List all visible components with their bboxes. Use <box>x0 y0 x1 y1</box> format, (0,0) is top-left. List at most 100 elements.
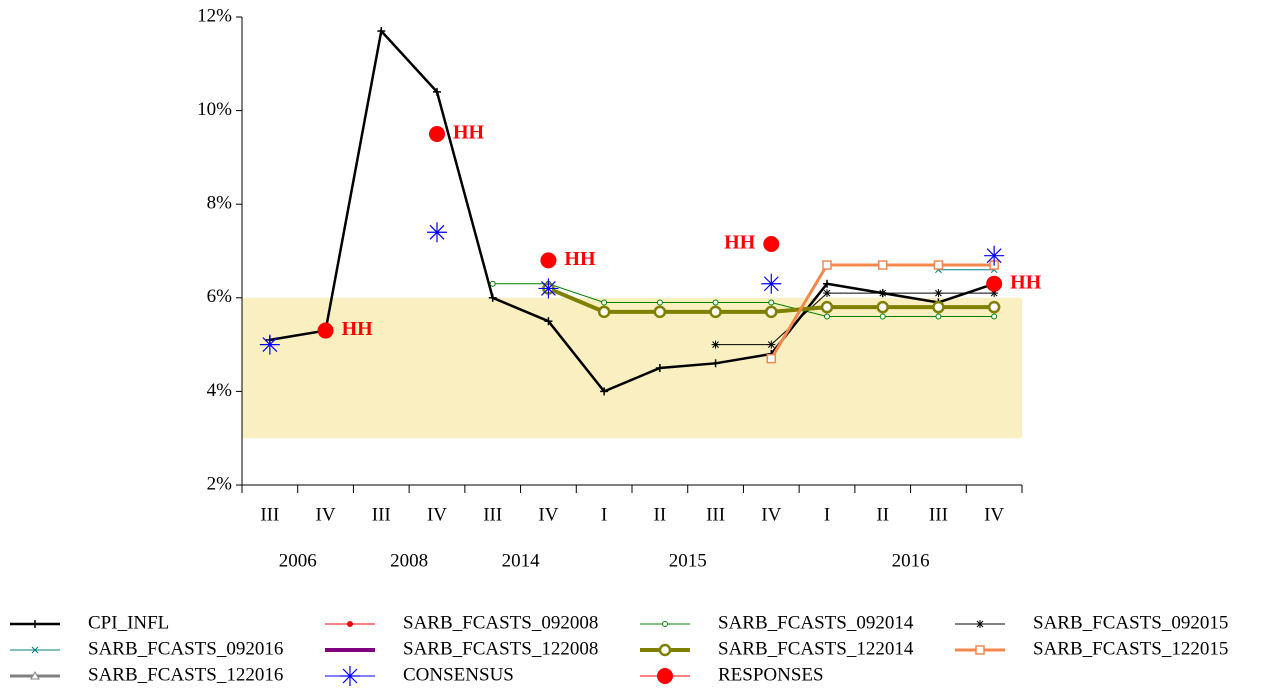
marker <box>712 299 719 306</box>
x-tick-label: III <box>706 504 725 525</box>
legend-item: SARB_FCASTS_092014 <box>640 612 914 633</box>
y-tick-label: 8% <box>207 193 233 214</box>
marker-dot <box>991 313 998 320</box>
marker-stroke <box>763 276 779 292</box>
legend-label: SARB_FCASTS_122016 <box>88 664 283 685</box>
marker <box>662 621 668 627</box>
marker <box>259 334 280 355</box>
marker-dot <box>932 300 945 314</box>
legend-item: SARB_FCASTS_122014 <box>640 638 914 659</box>
marker <box>768 299 775 306</box>
marker <box>488 293 497 302</box>
x-tick-label: IV <box>427 504 447 525</box>
x-tick-label: IV <box>316 504 336 525</box>
marker <box>767 340 776 349</box>
marker-dot <box>653 305 667 319</box>
legend-label: SARB_FCASTS_092016 <box>88 638 283 659</box>
marker-dot <box>935 313 942 320</box>
marker <box>597 305 611 319</box>
legend-item: SARB_FCASTS_122015 <box>955 638 1228 659</box>
x-tick-label: III <box>372 504 391 525</box>
marker-stroke <box>879 289 887 297</box>
legend-item: CONSENSUS <box>325 664 514 686</box>
marker <box>377 27 386 36</box>
marker-dot <box>540 252 557 269</box>
legend-item: SARB_FCASTS_092015 <box>955 612 1228 633</box>
y-tick-label: 12% <box>197 5 232 26</box>
marker-dot <box>709 305 722 319</box>
legend-item: SARB_FCASTS_122016 <box>10 664 283 685</box>
marker <box>655 364 664 372</box>
marker-stroke <box>31 646 39 654</box>
marker <box>933 260 944 270</box>
marker <box>600 387 609 396</box>
marker <box>601 299 608 306</box>
marker <box>656 299 663 306</box>
x-tick-label: IV <box>761 504 781 525</box>
legend-label: SARB_FCASTS_092008 <box>403 612 598 633</box>
marker-square <box>766 353 777 364</box>
marker-dot <box>986 275 1003 292</box>
y-tick-label: 6% <box>207 286 233 307</box>
marker <box>653 305 667 319</box>
legend-item: CPI_INFL <box>10 612 169 633</box>
marker-triangle <box>30 670 40 680</box>
marker-dot <box>879 313 886 320</box>
y-tick-label: 2% <box>207 473 233 494</box>
marker-dot <box>824 313 830 320</box>
marker <box>711 359 720 368</box>
marker <box>986 275 1003 292</box>
marker <box>538 278 559 299</box>
marker-stroke <box>262 337 278 353</box>
target-band <box>242 297 1022 439</box>
marker-dot <box>657 668 673 684</box>
marker <box>317 322 334 339</box>
marker <box>991 313 998 320</box>
marker <box>934 289 943 298</box>
marker <box>765 305 778 319</box>
marker <box>427 222 447 243</box>
y-tick-label: 10% <box>197 99 232 120</box>
legend-label: SARB_FCASTS_122008 <box>403 638 598 659</box>
x-tick-label: II <box>876 504 889 525</box>
marker-stroke <box>541 281 556 296</box>
marker <box>879 313 886 320</box>
legend-label: RESPONSES <box>718 664 824 685</box>
x-group-label: 2016 <box>892 550 930 571</box>
marker <box>824 313 830 320</box>
series-line <box>715 292 995 346</box>
marker <box>540 252 557 269</box>
marker-dot <box>597 305 611 319</box>
point-label: HH <box>1010 271 1042 293</box>
point-label: HH <box>724 232 756 254</box>
marker <box>658 643 672 657</box>
marker <box>766 353 777 364</box>
legend-label: CPI_INFL <box>88 612 169 633</box>
x-tick-label: I <box>601 504 607 525</box>
x-tick-label: III <box>929 504 948 525</box>
x-tick-label: III <box>483 504 502 525</box>
marker-stroke <box>976 620 984 628</box>
x-tick-label: II <box>654 504 667 525</box>
marker <box>433 87 441 96</box>
marker-stroke <box>342 668 358 684</box>
legend-label: SARB_FCASTS_092014 <box>718 612 914 633</box>
x-tick-label: IV <box>984 504 1004 525</box>
marker-dot <box>987 300 1001 314</box>
marker <box>878 289 887 298</box>
marker <box>544 317 553 326</box>
legend-item: SARB_FCASTS_122008 <box>325 638 598 659</box>
x-group-label: 2014 <box>502 550 541 571</box>
marker <box>489 280 496 287</box>
marker <box>347 621 353 627</box>
legend-item: RESPONSES <box>640 664 824 685</box>
marker-dot <box>876 300 889 314</box>
marker-dot <box>601 299 608 306</box>
marker <box>823 279 831 288</box>
marker <box>823 289 831 298</box>
series-line <box>492 283 995 318</box>
marker <box>761 273 782 294</box>
marker <box>763 235 780 252</box>
